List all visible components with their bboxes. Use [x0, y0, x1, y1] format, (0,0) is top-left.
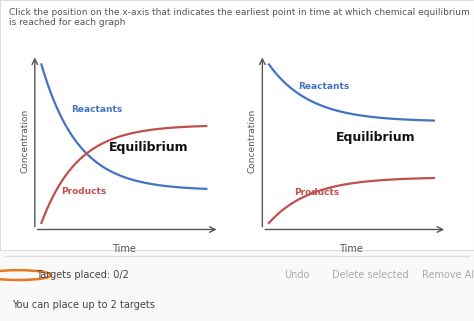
Text: Equilibrium: Equilibrium — [336, 131, 416, 144]
Text: You can place up to 2 targets: You can place up to 2 targets — [12, 300, 155, 310]
Text: Time: Time — [112, 244, 136, 254]
Text: Time: Time — [339, 244, 363, 254]
Text: Delete selected: Delete selected — [332, 270, 409, 280]
Text: Products: Products — [61, 187, 107, 195]
Text: Targets placed: 0/2: Targets placed: 0/2 — [36, 270, 128, 280]
Text: Equilibrium: Equilibrium — [109, 141, 188, 154]
Text: Reactants: Reactants — [299, 82, 350, 91]
Text: Remove All: Remove All — [422, 270, 474, 280]
Text: Click the position on the x-axis that indicates the earliest point in time at wh: Click the position on the x-axis that in… — [9, 7, 470, 27]
Text: Products: Products — [294, 188, 339, 197]
Text: Undo: Undo — [284, 270, 310, 280]
Text: Concentration: Concentration — [248, 109, 257, 173]
Text: Concentration: Concentration — [20, 109, 29, 173]
Text: Reactants: Reactants — [71, 105, 122, 114]
